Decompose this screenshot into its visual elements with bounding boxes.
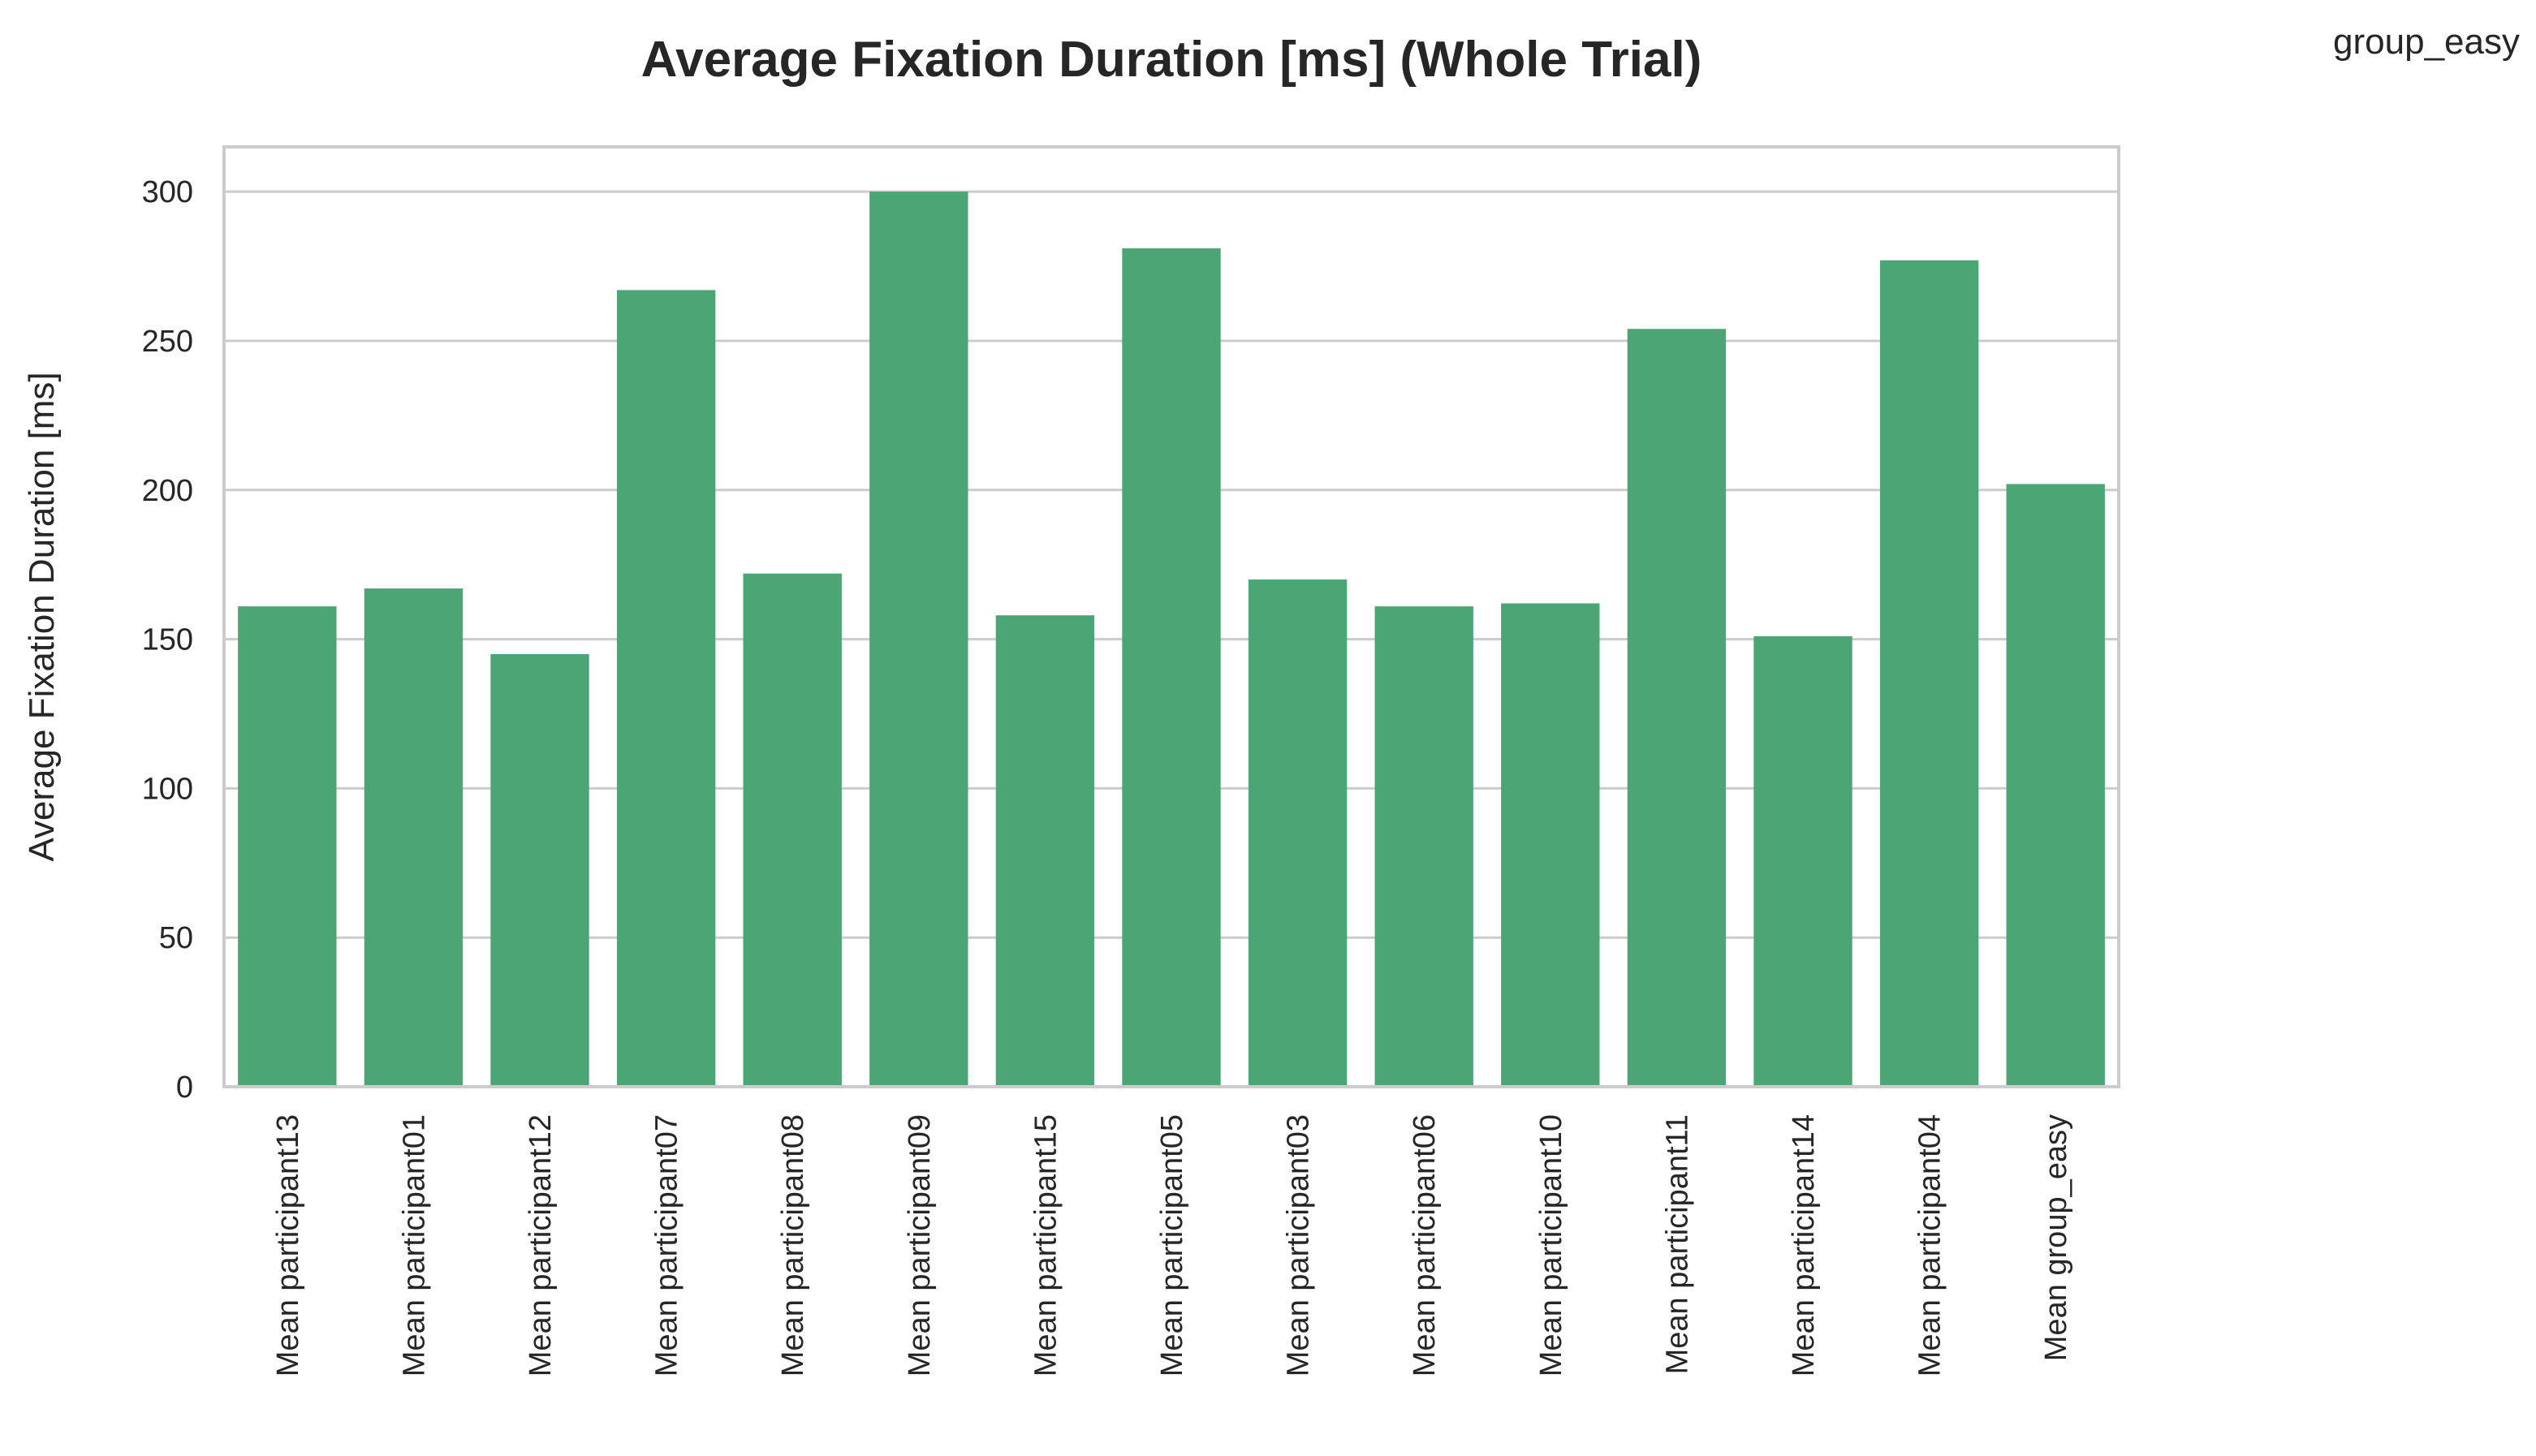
- legend-label: group_easy: [2333, 22, 2520, 62]
- bars: [238, 192, 2105, 1088]
- bar: [1501, 603, 1600, 1087]
- y-tick-labels: 0 50 100 150 200 250 300: [142, 175, 193, 1105]
- bar: [743, 573, 842, 1087]
- y-tick-label: 300: [142, 175, 193, 209]
- x-tick-label: Mean participant15: [1029, 1114, 1063, 1376]
- bar: [1627, 329, 1727, 1087]
- x-tick-label: Mean participant03: [1282, 1114, 1316, 1376]
- y-tick-label: 0: [176, 1070, 193, 1105]
- x-tick-label: Mean participant01: [397, 1114, 431, 1376]
- x-tick-label: Mean participant10: [1534, 1114, 1568, 1376]
- bar: [1879, 260, 1979, 1087]
- x-tick-labels: Mean participant13 Mean participant01 Mean…: [271, 1114, 2073, 1376]
- x-tick-label: Mean participant06: [1408, 1114, 1442, 1376]
- x-tick-label: Mean participant11: [1660, 1114, 1694, 1374]
- bar: [238, 606, 337, 1087]
- x-tick-label: Mean group_easy: [2039, 1114, 2073, 1361]
- bar: [869, 192, 968, 1088]
- x-tick-label: Mean participant09: [903, 1114, 937, 1376]
- y-axis-label: Average Fixation Duration [ms]: [22, 372, 62, 861]
- x-tick-label: Mean participant08: [776, 1114, 810, 1376]
- x-tick-label: Mean participant04: [1913, 1114, 1947, 1376]
- chart-title: Average Fixation Duration [ms] (Whole Tr…: [641, 32, 1702, 88]
- x-tick-label: Mean participant14: [1787, 1114, 1821, 1376]
- x-tick-label: Mean participant05: [1155, 1114, 1189, 1376]
- bar: [1374, 606, 1473, 1087]
- y-tick-label: 50: [159, 921, 193, 955]
- plot-frame: [222, 145, 2120, 1088]
- bar: [616, 290, 716, 1087]
- bar: [995, 615, 1095, 1087]
- bar: [364, 588, 464, 1087]
- bar: [1753, 635, 1852, 1087]
- y-tick-label: 200: [142, 474, 193, 508]
- bar: [490, 653, 589, 1087]
- y-tick-label: 250: [142, 325, 193, 359]
- bar: [1122, 248, 1221, 1087]
- y-tick-label: 100: [142, 772, 193, 806]
- bar: [2006, 484, 2105, 1087]
- x-tick-label: Mean participant07: [650, 1114, 684, 1376]
- y-tick-label: 150: [142, 623, 193, 657]
- x-tick-label: Mean participant13: [271, 1114, 305, 1376]
- bar: [1248, 579, 1348, 1087]
- x-tick-label: Mean participant12: [524, 1114, 558, 1376]
